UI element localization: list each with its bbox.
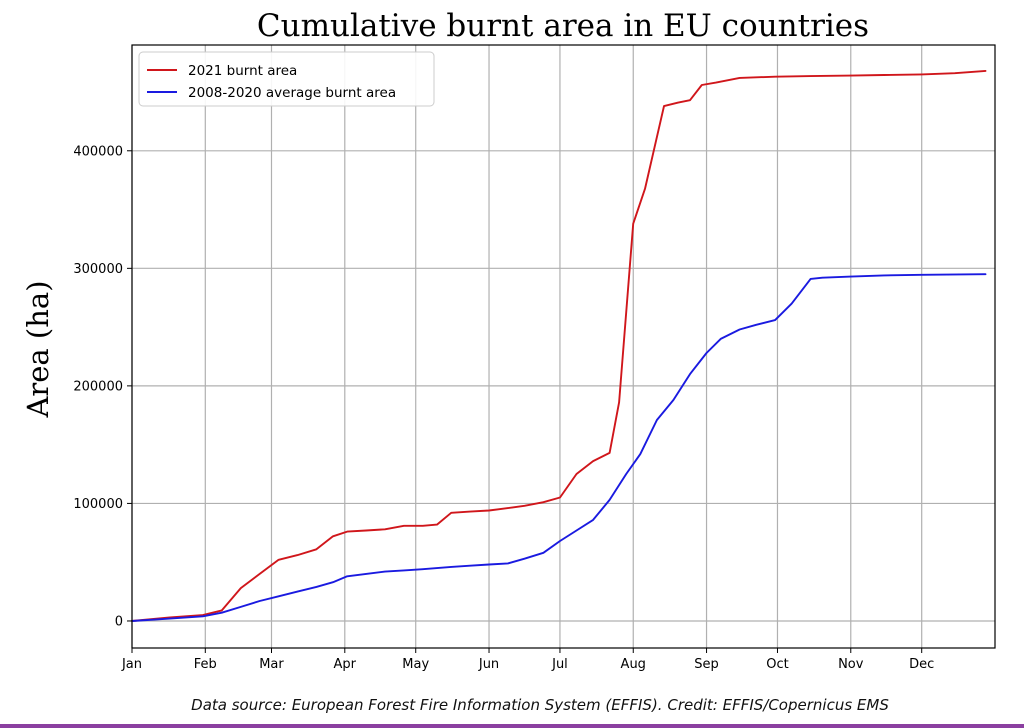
y-tick-label: 0 — [115, 614, 123, 629]
plot-area-frame — [131, 44, 996, 649]
line-chart: Jan Feb Mar Apr May Jun Jul Aug Sep Oct Nov Dec 0 100… — [73, 44, 996, 672]
x-tick-label: Jul — [551, 657, 568, 672]
x-tick-label: Dec — [909, 657, 934, 672]
x-tick-label: Aug — [621, 657, 646, 672]
x-tick-label: Nov — [838, 657, 864, 672]
legend-box — [138, 51, 435, 107]
y-tick-label: 400000 — [73, 144, 123, 159]
axis-ticks: Jan Feb Mar Apr May Jun Jul Aug Sep Oct Nov Dec 0 100… — [73, 144, 934, 672]
x-tick-label: Jan — [121, 657, 142, 672]
x-tick-label: Feb — [194, 657, 217, 672]
legend-entry: 2008-2020 average burnt area — [188, 85, 396, 101]
series-lines — [131, 69, 987, 622]
y-tick-label: 100000 — [73, 497, 123, 512]
x-tick-label: Sep — [694, 657, 719, 672]
x-tick-label: Apr — [334, 657, 357, 672]
series-line-2021 — [131, 69, 987, 622]
series-line-2008-2020-average — [131, 273, 987, 622]
y-tick-label: 200000 — [73, 379, 123, 394]
legend-entry: 2021 burnt area — [188, 63, 297, 79]
legend: 2021 burnt area 2008-2020 average burnt a… — [138, 51, 435, 107]
y-tick-label: 300000 — [73, 262, 123, 277]
chart-title: Cumulative burnt area in EU countries — [256, 8, 870, 44]
x-tick-label: Oct — [766, 657, 788, 672]
x-tick-label: May — [402, 657, 429, 672]
data-source-credit: Data source: European Forest Fire Inform… — [191, 696, 889, 714]
x-tick-label: Mar — [259, 657, 284, 672]
gridlines — [131, 45, 995, 648]
bottom-divider — [0, 724, 1024, 728]
x-tick-label: Jun — [478, 657, 499, 672]
